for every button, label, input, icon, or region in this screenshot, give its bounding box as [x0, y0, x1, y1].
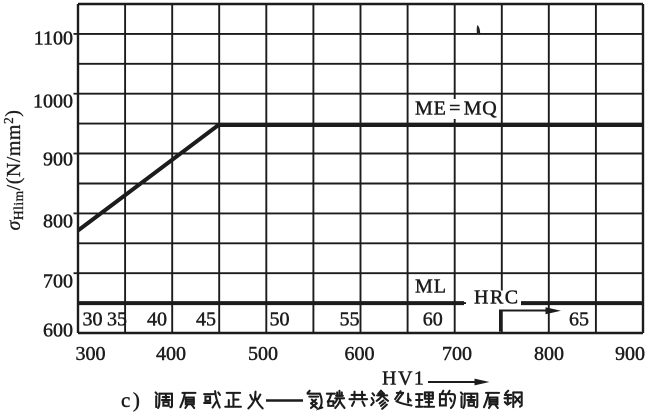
svg-text:700: 700 [442, 343, 472, 365]
svg-text:700: 700 [43, 271, 73, 293]
svg-text:400: 400 [156, 343, 186, 365]
svg-text:900: 900 [615, 343, 645, 365]
svg-text:30: 30 [83, 309, 103, 331]
svg-text:c): c) [121, 388, 142, 412]
svg-text:800: 800 [43, 211, 73, 233]
svg-text:ME=MQ: ME = MQ [415, 98, 498, 120]
svg-text:800: 800 [534, 343, 564, 365]
svg-text:HRC: HRC [474, 287, 520, 309]
svg-text:600: 600 [43, 320, 73, 342]
svg-text:σHlim/(N/mm2): σHlim/(N/mm2) [1, 110, 26, 231]
svg-text:600: 600 [345, 343, 375, 365]
svg-text:HV1: HV1 [382, 368, 425, 390]
svg-text:60: 60 [423, 309, 443, 331]
svg-text:45: 45 [196, 309, 216, 331]
svg-text:1000: 1000 [33, 91, 73, 113]
svg-text:900: 900 [43, 149, 73, 171]
svg-text:35: 35 [107, 309, 127, 331]
svg-text:50: 50 [270, 309, 290, 331]
svg-text:300: 300 [76, 343, 106, 365]
svg-text:1100: 1100 [34, 28, 73, 50]
svg-text:65: 65 [569, 309, 589, 331]
svg-text:500: 500 [248, 343, 278, 365]
svg-text:40: 40 [147, 309, 167, 331]
svg-text:55: 55 [340, 309, 360, 331]
svg-text:ML: ML [415, 276, 447, 298]
